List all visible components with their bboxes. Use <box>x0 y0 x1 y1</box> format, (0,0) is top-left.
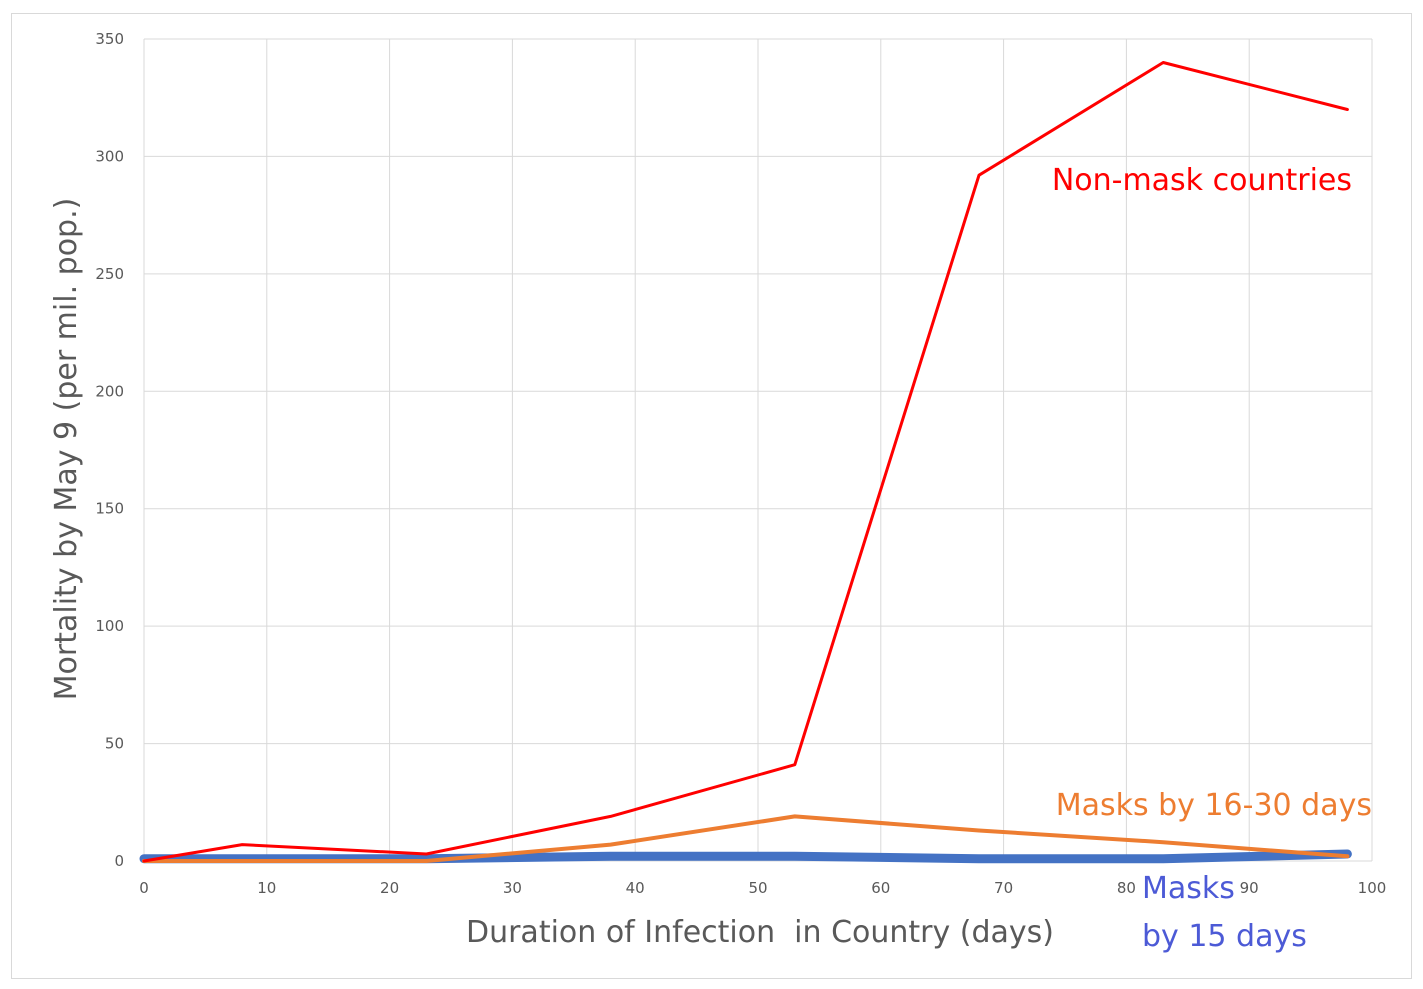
series-line-masks-16-30 <box>142 814 1350 863</box>
x-tick-20: 20 <box>380 879 399 897</box>
y-tick-350: 350 <box>95 30 124 48</box>
y-tick-100: 100 <box>95 617 124 635</box>
annotation-masks-16-30: Masks by 16-30 days <box>1056 788 1372 823</box>
series-line-masks-15 <box>139 849 1352 864</box>
x-tick-100: 100 <box>1358 879 1387 897</box>
x-tick-30: 30 <box>503 879 522 897</box>
y-tick-50: 50 <box>105 735 124 753</box>
x-tick-50: 50 <box>748 879 767 897</box>
y-tick-300: 300 <box>95 147 124 165</box>
x-tick-40: 40 <box>626 879 645 897</box>
x-tick-70: 70 <box>994 879 1013 897</box>
x-tick-labels: 0 10 20 30 40 50 60 70 80 90 100 <box>139 879 1386 897</box>
series-line-non-mask <box>142 61 1349 863</box>
x-tick-80: 80 <box>1117 879 1136 897</box>
y-tick-labels: 0 50 100 150 200 250 300 350 <box>95 30 124 870</box>
x-tick-90: 90 <box>1240 879 1259 897</box>
series-lines <box>139 61 1352 864</box>
x-axis-title: Duration of Infection in Country (days) <box>466 915 1054 950</box>
y-tick-0: 0 <box>114 852 124 870</box>
annotation-masks-15-line2: by 15 days <box>1142 919 1307 954</box>
y-tick-200: 200 <box>95 382 124 400</box>
chart-frame <box>11 13 1412 979</box>
annotation-masks-15-line1: Masks <box>1142 871 1235 906</box>
annotation-non-mask: Non-mask countries <box>1052 163 1352 198</box>
y-tick-150: 150 <box>95 500 124 518</box>
x-tick-60: 60 <box>871 879 890 897</box>
x-tick-10: 10 <box>257 879 276 897</box>
x-tick-0: 0 <box>139 879 149 897</box>
y-tick-250: 250 <box>95 265 124 283</box>
y-axis-title: Mortality by May 9 (per mil. pop.) <box>49 198 84 701</box>
